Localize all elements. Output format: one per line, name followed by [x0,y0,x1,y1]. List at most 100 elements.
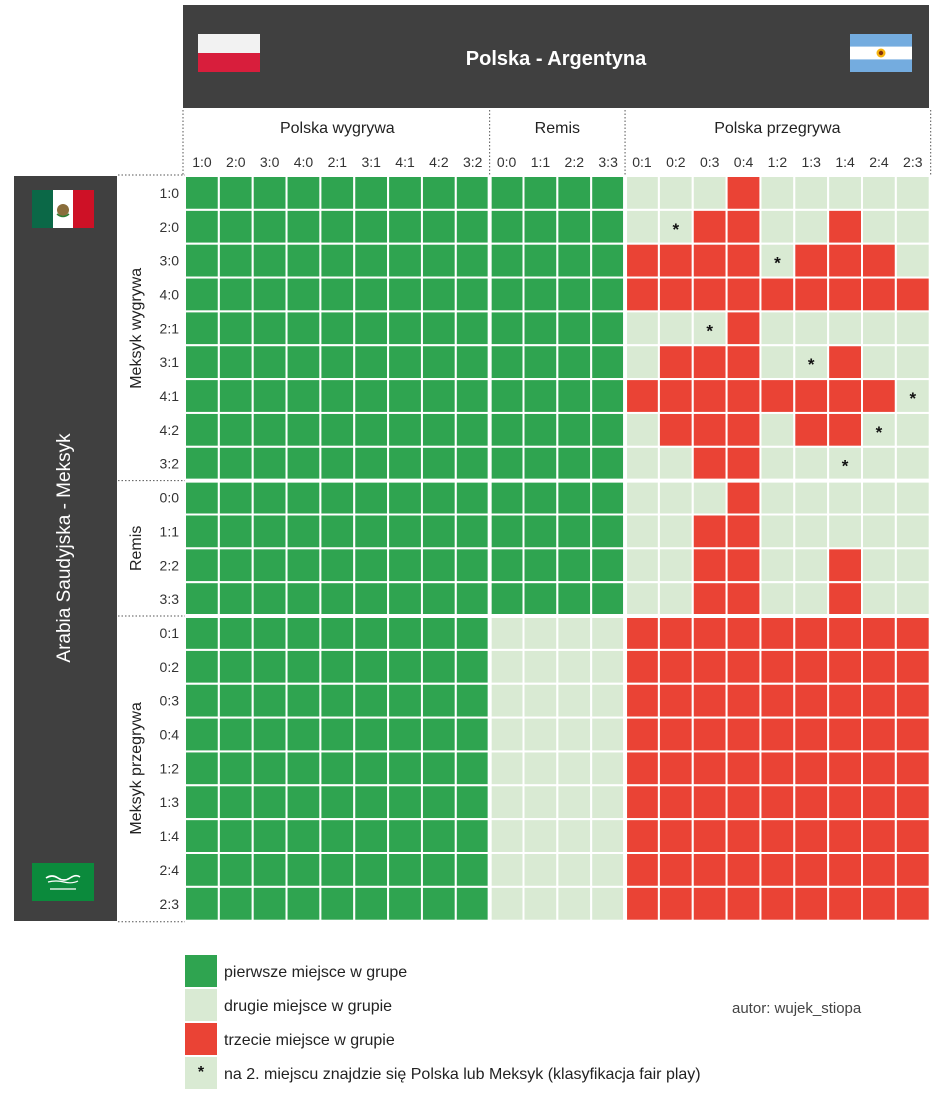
heatmap-cell [894,208,931,245]
heatmap-cell [285,344,322,381]
heatmap-cell [488,818,525,855]
heatmap-cell [793,479,830,516]
heatmap-cell [251,276,288,313]
row-tick-label: 0:4 [160,727,180,743]
column-tick-label: 0:0 [497,154,517,170]
heatmap-cell [319,682,356,719]
heatmap-cell [590,513,627,550]
heatmap-cell [285,581,322,618]
heatmap-cell [590,208,627,245]
row-tick-label: 2:3 [160,896,180,912]
heatmap-cell [319,445,356,482]
heatmap-cell [894,242,931,279]
heatmap-cell [454,716,491,753]
heatmap-cell [285,547,322,584]
heatmap-cell [793,445,830,482]
heatmap-cell [522,411,559,448]
heatmap-cell [556,479,593,516]
heatmap-cell [184,310,220,347]
heatmap-cell [624,818,660,855]
heatmap-cell [725,479,762,516]
heatmap-cell [725,411,762,448]
heatmap-cell [387,310,423,347]
heatmap-cell [251,378,288,414]
heatmap-cell [691,885,728,922]
heatmap-cell [217,784,254,821]
heatmap-cell [590,411,627,448]
heatmap-cell [217,276,254,313]
heatmap-cell [624,581,660,618]
heatmap-cell [420,310,457,347]
heatmap-cell [657,784,694,821]
heatmap-cell [454,581,491,618]
heatmap-cell [387,276,423,313]
heatmap-cell [420,885,457,922]
heatmap-cell [556,445,593,482]
heatmap-cell [353,208,390,245]
mexico-flag-icon [32,190,94,228]
heatmap-cell [556,344,593,381]
heatmap-cell [387,581,423,618]
row-tick-label: 1:2 [160,760,180,776]
heatmap-cell [420,750,457,787]
heatmap-cell [251,242,288,279]
heatmap-cell [827,175,864,211]
heatmap-cell [556,310,593,347]
heatmap-cell [217,648,254,685]
heatmap-cell [184,648,220,685]
heatmap-cell [353,242,390,279]
heatmap-cell [285,615,322,651]
heatmap-cell [488,344,525,381]
heatmap-cell [319,310,356,347]
row-group-label: Remis [128,526,145,571]
heatmap-cell [590,310,627,347]
column-tick-label: 2:2 [565,154,585,170]
heatmap-cell [251,648,288,685]
heatmap-cell [387,648,423,685]
heatmap-cell [454,818,491,855]
heatmap-cell [827,581,864,618]
heatmap-cell [894,547,931,584]
heatmap-cell [759,852,796,888]
row-tick-label: 4:0 [160,286,180,302]
heatmap-cell [387,716,423,753]
heatmap-cell [217,885,254,922]
heatmap-cell [184,445,220,482]
heatmap-cell [319,885,356,922]
heatmap-cell [590,784,627,821]
heatmap-cell [454,479,491,516]
heatmap-cell [319,750,356,787]
heatmap-cell [184,682,220,719]
heatmap-cell [319,716,356,753]
heatmap-cell [420,615,457,651]
heatmap-cell [827,885,864,922]
heatmap-cell [454,276,491,313]
row-tick-label: 3:2 [160,456,180,472]
heatmap-cell [217,310,254,347]
heatmap-cell [827,242,864,279]
heatmap-cell [556,242,593,279]
heatmap-cell [861,852,897,888]
heatmap-cell [657,547,694,584]
legend-label-third: trzecie miejsce w grupie [224,1032,395,1049]
heatmap-cell [827,750,864,787]
heatmap-cell [184,513,220,550]
heatmap-cell [454,411,491,448]
heatmap-cell [353,852,390,888]
column-tick-label: 0:3 [700,154,720,170]
heatmap-cell [861,750,897,787]
heatmap-cell [488,716,525,753]
heatmap-cell [420,513,457,550]
heatmap-cell [353,885,390,922]
heatmap-cell [285,885,322,922]
heatmap-cell [454,852,491,888]
heatmap-cell [894,310,931,347]
heatmap-cell [759,750,796,787]
heatmap-cell [319,411,356,448]
heatmap-cell [184,784,220,821]
heatmap-cell [624,445,660,482]
heatmap-cell [420,208,457,245]
heatmap-cell [353,648,390,685]
heatmap-cell [894,750,931,787]
column-tick-label: 3:3 [598,154,618,170]
